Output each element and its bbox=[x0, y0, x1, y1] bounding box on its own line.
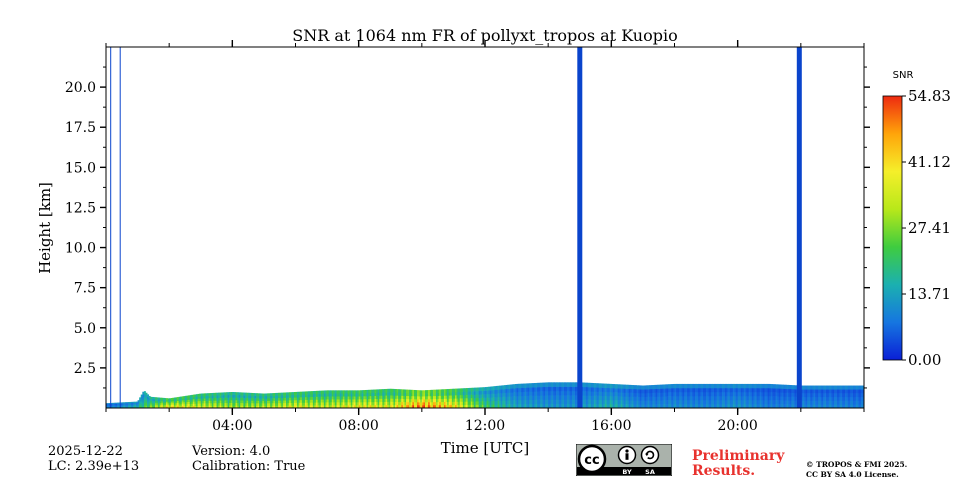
footer-date: 2025-12-22 bbox=[48, 444, 123, 459]
footer-calibration: Calibration: True bbox=[192, 459, 306, 474]
x-tick-label: 04:00 bbox=[212, 418, 252, 434]
colorbar-tick-label: 27.41 bbox=[908, 219, 951, 237]
svg-text:cc: cc bbox=[584, 453, 599, 468]
missing-data-bar-3 bbox=[577, 47, 583, 408]
colorbar-tick-label: 54.83 bbox=[908, 87, 951, 105]
colorbar-ticks: 0.00 13.71 27.41 41.12 54.83 bbox=[902, 87, 951, 369]
x-tick-label: 12:00 bbox=[465, 418, 505, 434]
footer-lc: LC: 2.39e+13 bbox=[48, 459, 140, 474]
y-tick-label: 7.5 bbox=[74, 281, 96, 297]
copyright-line-2: CC BY SA 4.0 License. bbox=[806, 470, 899, 479]
y-tick-label: 15.0 bbox=[65, 160, 96, 176]
preliminary-line-2: Results. bbox=[692, 463, 756, 479]
y-tick-label: 17.5 bbox=[65, 120, 96, 136]
y-tick-label: 12.5 bbox=[65, 200, 96, 216]
x-tick-label: 16:00 bbox=[591, 418, 631, 434]
copyright-line-1: © TROPOS & FMI 2025. bbox=[806, 460, 908, 469]
colorbar-tick-label: 41.12 bbox=[908, 153, 951, 171]
y-axis: 2.5 5.0 7.5 10.0 12.5 15.0 17.5 20.0 bbox=[65, 66, 870, 389]
preliminary-results-note: Preliminary Results. bbox=[692, 449, 784, 479]
footer-version: Version: 4.0 bbox=[192, 444, 271, 459]
x-axis-label: Time [UTC] bbox=[441, 439, 530, 457]
heatmap-area bbox=[106, 382, 864, 408]
missing-data-bar-4 bbox=[796, 47, 802, 408]
x-axis: 04:00 08:00 12:00 16:00 20:00 bbox=[105, 40, 865, 434]
preliminary-line-1: Preliminary bbox=[692, 448, 785, 464]
y-tick-label: 20.0 bbox=[65, 80, 96, 96]
svg-text:SA: SA bbox=[645, 468, 655, 476]
plot-background bbox=[106, 47, 864, 408]
y-tick-label: 10.0 bbox=[65, 241, 96, 257]
missing-data-bar-2 bbox=[119, 47, 121, 408]
cc-icon bbox=[577, 444, 607, 474]
copyright-note: © TROPOS & FMI 2025. CC BY SA 4.0 Licens… bbox=[806, 460, 907, 480]
chart-title: SNR at 1064 nm FR of pollyxt_tropos at K… bbox=[292, 26, 677, 45]
y-tick-label: 2.5 bbox=[74, 361, 96, 377]
colorbar-tick-label: 13.71 bbox=[908, 285, 951, 303]
y-axis-label: Height [km] bbox=[36, 182, 54, 274]
colorbar bbox=[882, 95, 903, 361]
y-tick-label: 5.0 bbox=[74, 321, 96, 337]
colorbar-label: SNR bbox=[893, 70, 914, 81]
missing-data-bar-1 bbox=[110, 47, 112, 408]
svg-text:BY: BY bbox=[622, 468, 632, 476]
x-tick-label: 08:00 bbox=[338, 418, 378, 434]
sa-share-alike-icon bbox=[640, 445, 660, 465]
cc-by-sa-license-badge: cc BY SA bbox=[576, 444, 672, 476]
x-tick-label: 20:00 bbox=[717, 418, 757, 434]
missing-data-bars bbox=[110, 47, 802, 408]
colorbar-tick-label: 0.00 bbox=[908, 351, 941, 369]
